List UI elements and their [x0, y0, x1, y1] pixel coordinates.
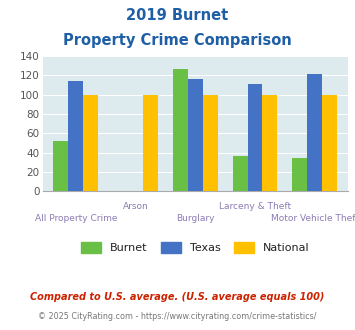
- Text: Arson: Arson: [122, 202, 148, 211]
- Text: Compared to U.S. average. (U.S. average equals 100): Compared to U.S. average. (U.S. average …: [30, 292, 325, 302]
- Text: Burglary: Burglary: [176, 214, 214, 223]
- Text: 2019 Burnet: 2019 Burnet: [126, 8, 229, 23]
- Bar: [233, 156, 247, 191]
- Bar: [188, 79, 203, 191]
- Bar: [173, 69, 188, 191]
- Text: All Property Crime: All Property Crime: [34, 214, 117, 223]
- Text: Property Crime Comparison: Property Crime Comparison: [63, 33, 292, 48]
- Bar: [307, 75, 322, 191]
- Text: Larceny & Theft: Larceny & Theft: [219, 202, 291, 211]
- Legend: Burnet, Texas, National: Burnet, Texas, National: [77, 238, 314, 257]
- Bar: [53, 141, 68, 191]
- Text: Motor Vehicle Theft: Motor Vehicle Theft: [271, 214, 355, 223]
- Bar: [292, 158, 307, 191]
- Bar: [203, 95, 218, 191]
- Bar: [262, 95, 277, 191]
- Bar: [322, 95, 337, 191]
- Bar: [68, 81, 83, 191]
- Bar: [247, 84, 262, 191]
- Bar: [143, 95, 158, 191]
- Bar: [83, 95, 98, 191]
- Text: © 2025 CityRating.com - https://www.cityrating.com/crime-statistics/: © 2025 CityRating.com - https://www.city…: [38, 312, 317, 321]
